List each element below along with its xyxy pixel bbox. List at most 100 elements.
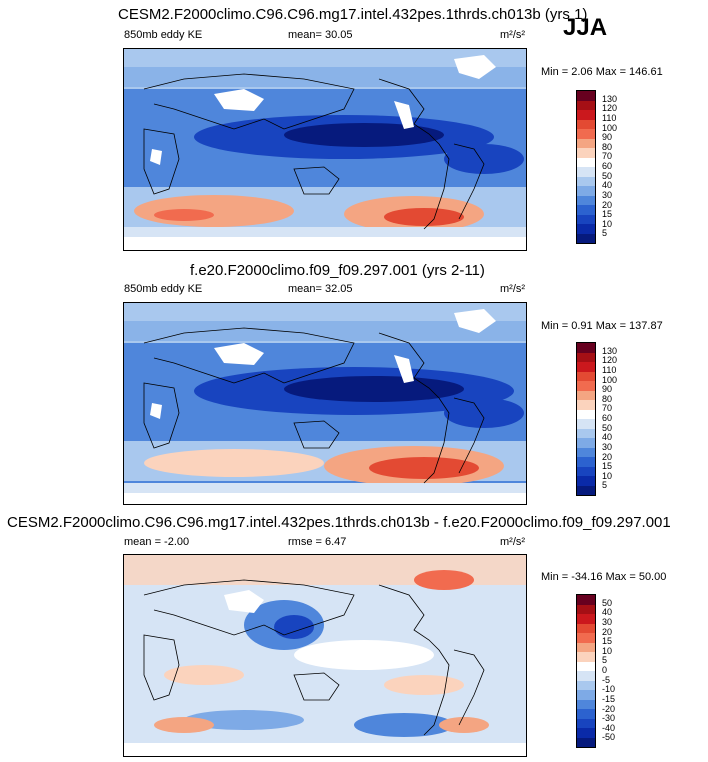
panel-1-mean-label: mean= 30.05 (288, 29, 353, 41)
colorbar-swatch (577, 129, 595, 139)
colorbar-swatch (577, 214, 595, 224)
colorbar-swatch (577, 476, 595, 486)
colorbar-tick-label: -30 (602, 713, 616, 724)
colorbar-swatch (577, 224, 595, 234)
colorbar-tick-label: 15 (602, 209, 613, 220)
colorbar-tick-label: 20 (602, 626, 613, 637)
colorbar-swatch (577, 362, 595, 372)
colorbar-swatch (577, 186, 595, 196)
colorbar-tick-label: 50 (602, 597, 613, 608)
colorbar-tick-label: 5 (602, 655, 608, 666)
panel-2-title: f.e20.F2000climo.f09_f09.297.001 (yrs 2-… (190, 262, 485, 279)
colorbar-tick-label: -50 (602, 732, 616, 743)
colorbar-tick-label: 20 (602, 451, 613, 462)
colorbar-swatch (577, 680, 595, 690)
panel-3-diff-plot (124, 555, 526, 756)
colorbar-swatch (577, 728, 595, 738)
colorbar-swatch (577, 737, 595, 747)
panel-1-field-label: 850mb eddy KE (124, 29, 203, 41)
colorbar-tick-label: 20 (602, 199, 613, 210)
colorbar-tick-label: 5 (602, 228, 608, 239)
colorbar-swatch (577, 614, 595, 624)
colorbar-swatch (577, 447, 595, 457)
colorbar-tick-label: 60 (602, 161, 613, 171)
colorbar-swatch (577, 352, 595, 362)
colorbar-swatch (577, 699, 595, 709)
panel-1-units: m²/s² (500, 29, 526, 41)
panel-2-mean-label: mean= 32.05 (288, 283, 353, 295)
panel-3-rmse-label: rmse = 6.47 (288, 536, 347, 548)
colorbar-tick-label: -10 (602, 684, 616, 695)
colorbar-tick-label: 50 (602, 170, 613, 181)
colorbar-swatch (577, 195, 595, 205)
colorbar-swatch (577, 623, 595, 633)
colorbar-swatch (577, 604, 595, 614)
colorbar-swatch (577, 110, 595, 120)
colorbar-swatch (577, 457, 595, 467)
colorbar-tick-label: -5 (602, 674, 611, 685)
colorbar-tick-label: 30 (602, 189, 613, 200)
panel-1-title: CESM2.F2000climo.C96.C96.mg17.intel.432p… (118, 6, 588, 23)
colorbar-tick-label: 40 (602, 607, 613, 618)
colorbar-swatch (577, 381, 595, 391)
colorbar-tick-label: 100 (602, 374, 618, 385)
panel-3-colorbar (576, 594, 596, 748)
colorbar-swatch (577, 485, 595, 495)
colorbar-tick-label: 100 (602, 122, 618, 133)
colorbar-tick-label: 130 (602, 345, 618, 356)
colorbar-swatch (577, 661, 595, 671)
colorbar-tick-label: 110 (602, 112, 617, 123)
colorbar-swatch (577, 709, 595, 719)
colorbar-swatch (577, 205, 595, 215)
colorbar-swatch (577, 466, 595, 476)
colorbar-tick-label: -40 (602, 722, 616, 733)
colorbar-swatch (577, 690, 595, 700)
colorbar-tick-label: 70 (602, 403, 613, 414)
panel-2-minmax: Min = 0.91 Max = 137.87 (541, 320, 663, 332)
colorbar-swatch (577, 409, 595, 419)
panel-3-colorbar-labels: 50 40 30 20 15 10 5 0 -5 -10 -15 -20 -30 -40 -50 (602, 594, 632, 748)
colorbar-swatch (577, 633, 595, 643)
colorbar-tick-label: -15 (602, 693, 616, 704)
colorbar-swatch (577, 91, 595, 101)
panel-1-colorbar-labels: 130 120 110 100 90 80 70 60 50 40 30 20 15 10 5 (602, 90, 632, 244)
colorbar-swatch (577, 390, 595, 400)
colorbar-tick-label: 90 (602, 384, 613, 395)
colorbar-tick-label: 80 (602, 393, 613, 404)
colorbar-tick-label: 70 (602, 151, 613, 162)
colorbar-tick-label: 40 (602, 180, 613, 191)
colorbar-swatch (577, 642, 595, 652)
panel-3-title: CESM2.F2000climo.C96.C96.mg17.intel.432p… (7, 514, 671, 531)
colorbar-tick-label: 10 (602, 470, 613, 481)
colorbar-tick-label: 60 (602, 413, 613, 423)
panel-2-map (123, 302, 527, 505)
colorbar-swatch (577, 119, 595, 129)
colorbar-tick-label: 30 (602, 441, 613, 452)
panel-1-map (123, 48, 527, 251)
colorbar-tick-label: 90 (602, 132, 613, 143)
colorbar-swatch (577, 138, 595, 148)
colorbar-swatch (577, 718, 595, 728)
colorbar-tick-label: 120 (602, 355, 618, 366)
colorbar-tick-label: 80 (602, 141, 613, 152)
colorbar-tick-label: 120 (602, 103, 618, 114)
season-label: JJA (563, 14, 608, 41)
colorbar-tick-label: -20 (602, 703, 616, 714)
colorbar-swatch (577, 148, 595, 158)
colorbar-swatch (577, 400, 595, 410)
colorbar-tick-label: 10 (602, 645, 613, 656)
colorbar-tick-label: 30 (602, 616, 613, 627)
colorbar-tick-label: 130 (602, 93, 618, 104)
colorbar-swatch (577, 100, 595, 110)
colorbar-swatch (577, 157, 595, 167)
colorbar-swatch (577, 595, 595, 605)
colorbar-swatch (577, 428, 595, 438)
colorbar-swatch (577, 343, 595, 353)
colorbar-swatch (577, 438, 595, 448)
colorbar-swatch (577, 176, 595, 186)
colorbar-tick-label: 15 (602, 461, 613, 472)
colorbar-swatch (577, 419, 595, 429)
panel-3-minmax: Min = -34.16 Max = 50.00 (541, 571, 667, 583)
colorbar-tick-label: 40 (602, 432, 613, 443)
panel-1-colorbar (576, 90, 596, 244)
